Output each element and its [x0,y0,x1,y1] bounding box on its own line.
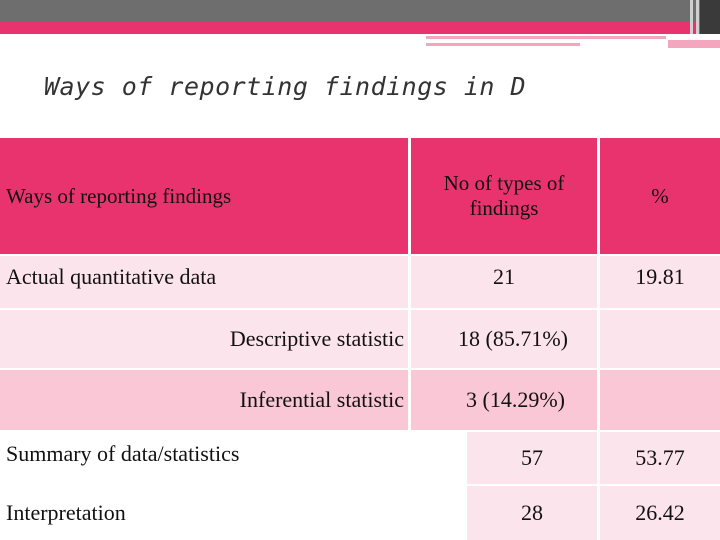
row-percent: 26.42 [600,486,720,540]
top-band-stripe [690,0,693,34]
decorative-line [426,43,580,46]
row-count: 57 [467,432,597,484]
header-count: No of types of findings [411,138,597,254]
decorative-line [668,40,720,48]
header-ways: Ways of reporting findings [0,138,408,254]
table-row: Actual quantitative data 21 19.81 [0,256,720,308]
top-band-gray [0,0,700,22]
top-band-stripe [696,0,699,34]
row-count: 3 (14.29%) [411,370,597,430]
row-label: Inferential statistic [0,370,408,430]
row-percent: 53.77 [600,432,720,484]
top-band-pink [0,22,720,34]
decorative-line [426,36,666,39]
row-percent [600,370,720,430]
slide-title: Ways of reporting findings in D [44,72,527,101]
table-row: Summary of data/statistics 57 53.77 [0,432,720,484]
row-label: Interpretation [0,486,464,540]
row-percent [600,310,720,368]
row-count: 28 [467,486,597,540]
row-label: Summary of data/statistics [0,432,464,484]
row-label: Descriptive statistic [0,310,408,368]
table-row: Descriptive statistic 18 (85.71%) [0,310,720,368]
row-label: Actual quantitative data [0,256,408,308]
row-count: 18 (85.71%) [411,310,597,368]
row-count: 21 [411,256,597,308]
table-row: Interpretation 28 26.42 [0,486,720,540]
top-band-dark-corner [700,0,720,34]
row-percent: 19.81 [600,256,720,308]
header-percent: % [600,138,720,254]
table-header-row: Ways of reporting findings No of types o… [0,138,720,254]
table-row: Inferential statistic 3 (14.29%) [0,370,720,430]
